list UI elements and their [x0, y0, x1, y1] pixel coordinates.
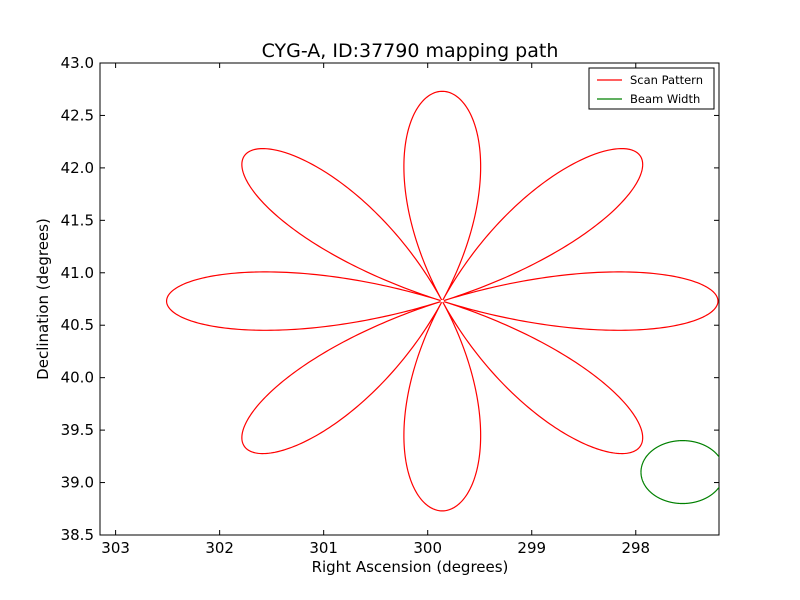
x-tick-label: 299	[517, 539, 546, 557]
y-tick-label: 41.5	[61, 211, 94, 229]
x-axis-label: Right Ascension (degrees)	[312, 558, 509, 576]
tick-labels: 303 302 301 300 299 298 38.5 39.0 39.5 40.0 40.5 41…	[61, 54, 650, 557]
plot-frame	[99, 62, 720, 536]
y-tick-label: 38.5	[61, 526, 94, 544]
chart-title: CYG-A, ID:37790 mapping path	[262, 40, 559, 62]
x-tick-label: 298	[621, 539, 650, 557]
x-tick-label: 302	[205, 539, 234, 557]
legend-box	[588, 67, 715, 110]
x-tick-label: 303	[101, 539, 130, 557]
plot-area	[99, 62, 720, 536]
y-tick-label: 40.0	[61, 369, 94, 387]
y-tick-label: 40.5	[61, 316, 94, 334]
legend-label: Scan Pattern	[630, 73, 703, 87]
y-tick-label: 39.0	[61, 474, 94, 492]
y-tick-label: 41.0	[61, 264, 94, 282]
axis-ticks	[100, 62, 719, 536]
legend: Scan Pattern Beam Width	[588, 67, 715, 110]
beam-width-circle	[640, 440, 719, 505]
series-layer	[165, 90, 719, 512]
y-tick-label: 43.0	[61, 54, 94, 72]
x-tick-label: 300	[413, 539, 442, 557]
y-tick-label: 39.5	[61, 421, 94, 439]
scan-pattern-line	[165, 90, 719, 512]
y-axis-label: Declination (degrees)	[34, 218, 52, 380]
legend-label: Beam Width	[630, 92, 700, 106]
y-tick-label: 42.5	[61, 106, 94, 124]
x-tick-label: 301	[309, 539, 338, 557]
y-tick-label: 42.0	[61, 159, 94, 177]
